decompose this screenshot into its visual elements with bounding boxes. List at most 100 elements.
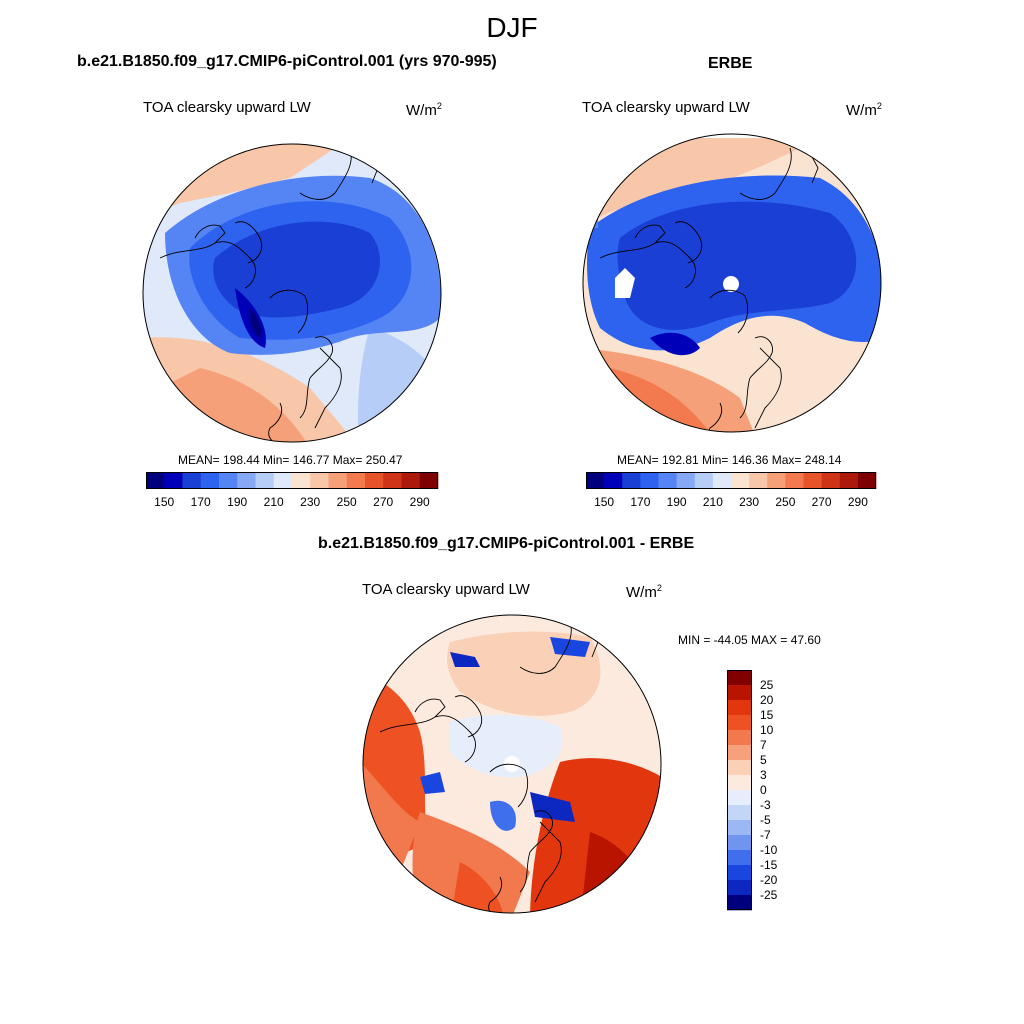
colorbar-swatch [586,472,605,489]
panel-diff-title: b.e21.B1850.f09_g17.CMIP6-piControl.001 … [318,535,695,552]
cb-label: 290 [409,495,430,509]
colorbar-swatch [292,472,311,489]
colorbar-swatch [310,472,329,489]
colorbar-swatch [273,472,293,489]
colorbar-swatch [727,700,752,716]
cb-label: 250 [775,495,796,509]
colorbar-swatch [727,805,752,821]
colorbar-swatch [694,472,714,489]
colorbar-swatch [727,775,752,791]
panel-diff-colorbar [727,670,752,911]
colorbar-swatch [727,835,752,851]
colorbar-swatch [839,472,859,489]
colorbar-swatch [727,880,752,896]
colorbar-swatch [857,472,877,489]
colorbar-swatch [749,472,768,489]
colorbar-swatch [182,472,202,489]
colorbar-swatch [803,472,822,489]
cb-label: 190 [227,495,248,509]
cb-label: 3 [760,768,767,782]
panel-obs-variable: TOA clearsky upward LW [582,99,750,116]
colorbar-swatch [419,472,439,489]
cb-label: 150 [154,495,175,509]
colorbar-swatch [821,472,841,489]
panel-diff-map [362,614,662,914]
colorbar-swatch [727,760,752,776]
panel-obs-map [582,133,882,433]
colorbar-swatch [622,472,641,489]
panel-model-title: b.e21.B1850.f09_g17.CMIP6-piControl.001 … [77,53,497,70]
cb-label: 290 [847,495,868,509]
cb-label: 250 [336,495,357,509]
colorbar-swatch [767,472,786,489]
season-title: DJF [486,12,538,43]
cb-label: 15 [760,708,774,722]
colorbar-swatch [640,472,659,489]
colorbar-swatch [219,472,238,489]
colorbar-swatch [658,472,677,489]
cb-label: 270 [811,495,832,509]
colorbar-swatch [727,730,752,746]
panel-model-stats: MEAN= 198.44 Min= 146.77 Max= 250.47 [178,453,403,467]
cb-label: 230 [739,495,760,509]
colorbar-swatch [255,472,275,489]
panel-diff-variable: TOA clearsky upward LW [362,581,530,598]
cb-label: 210 [263,495,284,509]
colorbar-outline [727,670,752,910]
colorbar-swatch [727,790,752,806]
panel-obs-stats: MEAN= 192.81 Min= 146.36 Max= 248.14 [617,453,842,467]
colorbar-swatch [785,472,804,489]
cb-label: 7 [760,738,767,752]
panel-model-map [142,143,442,443]
cb-label: 5 [760,753,767,767]
panel-diff-stats: MIN = -44.05 MAX = 47.60 [678,633,821,647]
cb-label: 150 [594,495,615,509]
colorbar-swatch [401,472,421,489]
cb-label: 270 [373,495,394,509]
colorbar-swatch [164,472,183,489]
panel-obs-title: ERBE [708,55,753,72]
colorbar-swatch [676,472,696,489]
colorbar-swatch [727,865,752,881]
colorbar-swatch [712,472,732,489]
cb-label: 190 [666,495,687,509]
colorbar-swatch [346,472,366,489]
cb-label: -15 [760,858,778,872]
cb-label: 20 [760,693,774,707]
panel-obs-units: W/m2 [846,101,882,119]
colorbar-swatch [383,472,402,489]
colorbar-swatch [727,745,752,761]
cb-label: 25 [760,678,774,692]
colorbar-swatch [727,715,752,731]
cb-label: -5 [760,813,771,827]
cb-label: 210 [702,495,723,509]
colorbar-swatch [328,472,348,489]
cb-label: 170 [630,495,651,509]
cb-label: 170 [190,495,211,509]
colorbar-swatch [604,472,623,489]
colorbar-swatch [727,895,752,911]
cb-label: -10 [760,843,778,857]
panel-model-units: W/m2 [406,101,442,119]
panel-model-variable: TOA clearsky upward LW [143,99,311,116]
cb-label: -7 [760,828,771,842]
cb-label: 10 [760,723,774,737]
cb-label: 0 [760,783,767,797]
cb-label: 230 [300,495,321,509]
colorbar-swatch [727,685,752,701]
colorbar-outline [586,472,876,489]
colorbar-swatch [365,472,384,489]
cb-label: -3 [760,798,771,812]
panel-diff-units: W/m2 [626,583,662,601]
colorbar-swatch [727,850,752,866]
panel-model-colorbar [146,472,439,489]
cb-label: -25 [760,888,778,902]
panel-obs-colorbar [586,472,877,489]
colorbar-swatch [727,670,752,686]
cb-label: -20 [760,873,778,887]
colorbar-swatch [727,820,752,836]
colorbar-outline [146,472,438,489]
colorbar-swatch [731,472,750,489]
colorbar-swatch [200,472,220,489]
colorbar-swatch [146,472,165,489]
